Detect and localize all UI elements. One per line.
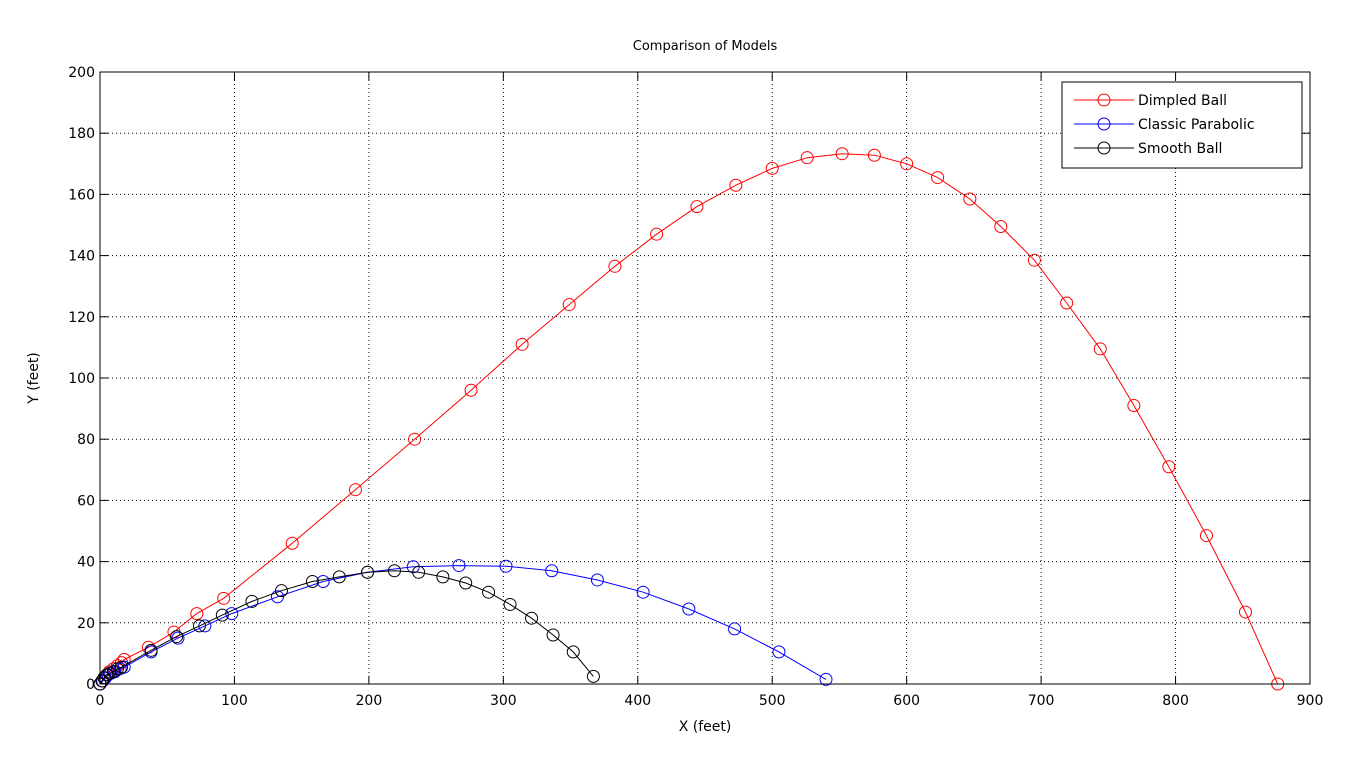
data-point-classic-parabolic <box>819 672 833 686</box>
data-point-smooth-ball <box>144 643 158 657</box>
data-point-smooth-ball <box>503 597 517 611</box>
data-point-classic-parabolic <box>316 574 330 588</box>
data-point-dimpled-ball <box>963 192 977 206</box>
data-point-dimpled-ball <box>1199 529 1213 543</box>
data-point-dimpled-ball <box>348 483 362 497</box>
y-axis-label: Y (feet) <box>26 352 42 405</box>
series-line-smooth-ball <box>99 570 594 685</box>
data-point-dimpled-ball <box>1093 342 1107 356</box>
data-point-dimpled-ball <box>690 200 704 214</box>
data-point-dimpled-ball <box>217 591 231 605</box>
data-point-dimpled-ball <box>729 178 743 192</box>
y-tick-label: 140 <box>68 249 95 265</box>
legend-marker-smooth-ball <box>1097 141 1111 155</box>
data-point-classic-parabolic <box>499 559 513 573</box>
data-point-smooth-ball <box>525 611 539 625</box>
data-point-dimpled-ball <box>800 151 814 165</box>
data-point-smooth-ball <box>305 574 319 588</box>
y-tick-label: 0 <box>86 677 95 693</box>
y-tick-label: 200 <box>68 65 95 81</box>
data-point-smooth-ball <box>412 565 426 579</box>
x-tick-label: 800 <box>1162 693 1189 709</box>
data-point-dimpled-ball <box>765 161 779 175</box>
data-point-dimpled-ball <box>931 171 945 185</box>
data-point-classic-parabolic <box>452 559 466 573</box>
series-layer <box>93 147 1285 691</box>
data-point-smooth-ball <box>245 594 259 608</box>
legend-marker-dimpled-ball <box>1097 93 1111 107</box>
data-point-classic-parabolic <box>171 631 185 645</box>
legend-label-classic-parabolic: Classic Parabolic <box>1138 117 1255 133</box>
data-point-smooth-ball <box>482 585 496 599</box>
y-tick-label: 160 <box>68 187 95 203</box>
x-tick-label: 600 <box>893 693 920 709</box>
data-point-smooth-ball <box>215 608 229 622</box>
y-tick-label: 180 <box>68 126 95 142</box>
data-point-smooth-ball <box>100 668 114 682</box>
data-point-smooth-ball <box>387 564 401 578</box>
data-point-smooth-ball <box>170 630 184 644</box>
x-tick-label: 200 <box>356 693 383 709</box>
data-point-smooth-ball <box>436 570 450 584</box>
data-point-smooth-ball <box>546 628 560 642</box>
legend: Dimpled Ball Classic Parabolic Smooth Ball <box>1061 81 1303 169</box>
data-point-smooth-ball <box>106 665 120 679</box>
data-point-dimpled-ball <box>835 147 849 161</box>
legend-marker-classic-parabolic <box>1097 117 1111 131</box>
data-point-classic-parabolic <box>117 660 131 674</box>
data-point-dimpled-ball <box>900 157 914 171</box>
x-tick-label: 700 <box>1028 693 1055 709</box>
y-tick-label: 100 <box>68 371 95 387</box>
legend-label-smooth-ball: Smooth Ball <box>1138 141 1222 157</box>
data-point-dimpled-ball <box>1027 253 1041 267</box>
axes <box>99 71 1311 685</box>
data-point-smooth-ball <box>459 576 473 590</box>
y-tick-label: 120 <box>68 310 95 326</box>
data-point-dimpled-ball <box>1127 399 1141 413</box>
data-point-classic-parabolic <box>772 645 786 659</box>
data-point-smooth-ball <box>192 619 206 633</box>
data-point-smooth-ball <box>115 660 129 674</box>
data-point-classic-parabolic <box>545 564 559 578</box>
x-tick-label: 400 <box>624 693 651 709</box>
data-point-classic-parabolic <box>728 622 742 636</box>
x-tick-label: 500 <box>759 693 786 709</box>
data-point-smooth-ball <box>566 645 580 659</box>
x-tick-label: 300 <box>490 693 517 709</box>
data-point-smooth-ball <box>361 565 375 579</box>
y-tick-label: 20 <box>77 616 95 632</box>
x-tick-label: 0 <box>96 693 105 709</box>
data-point-dimpled-ball <box>285 536 299 550</box>
data-point-classic-parabolic <box>590 573 604 587</box>
y-tick-label: 80 <box>77 432 95 448</box>
x-axis-label: X (feet) <box>679 719 732 735</box>
data-point-smooth-ball <box>275 584 288 598</box>
data-point-smooth-ball <box>332 570 346 584</box>
legend-label-dimpled-ball: Dimpled Ball <box>1138 93 1227 109</box>
data-point-dimpled-ball <box>650 227 664 241</box>
data-point-smooth-ball <box>586 669 600 683</box>
data-point-dimpled-ball <box>464 383 478 397</box>
data-point-dimpled-ball <box>994 220 1008 234</box>
data-point-dimpled-ball <box>608 259 622 273</box>
data-point-dimpled-ball <box>1238 605 1252 619</box>
data-point-dimpled-ball <box>1060 296 1074 310</box>
y-tick-label: 60 <box>77 493 95 509</box>
data-point-classic-parabolic <box>636 585 650 599</box>
chart-title: Comparison of Models <box>633 39 778 54</box>
data-point-dimpled-ball <box>408 432 422 446</box>
data-point-dimpled-ball <box>190 607 204 621</box>
data-point-dimpled-ball <box>515 337 529 351</box>
x-tick-label: 100 <box>221 693 248 709</box>
x-tick-label: 900 <box>1297 693 1324 709</box>
tick-labels: 0 100 200 300 400 500 600 700 800 900 0 20 40 60 80 100… <box>68 65 1323 709</box>
y-tick-label: 40 <box>77 555 95 571</box>
data-point-dimpled-ball <box>1162 460 1176 474</box>
data-point-dimpled-ball <box>562 298 576 312</box>
data-point-classic-parabolic <box>682 602 696 616</box>
data-point-dimpled-ball <box>867 148 881 162</box>
